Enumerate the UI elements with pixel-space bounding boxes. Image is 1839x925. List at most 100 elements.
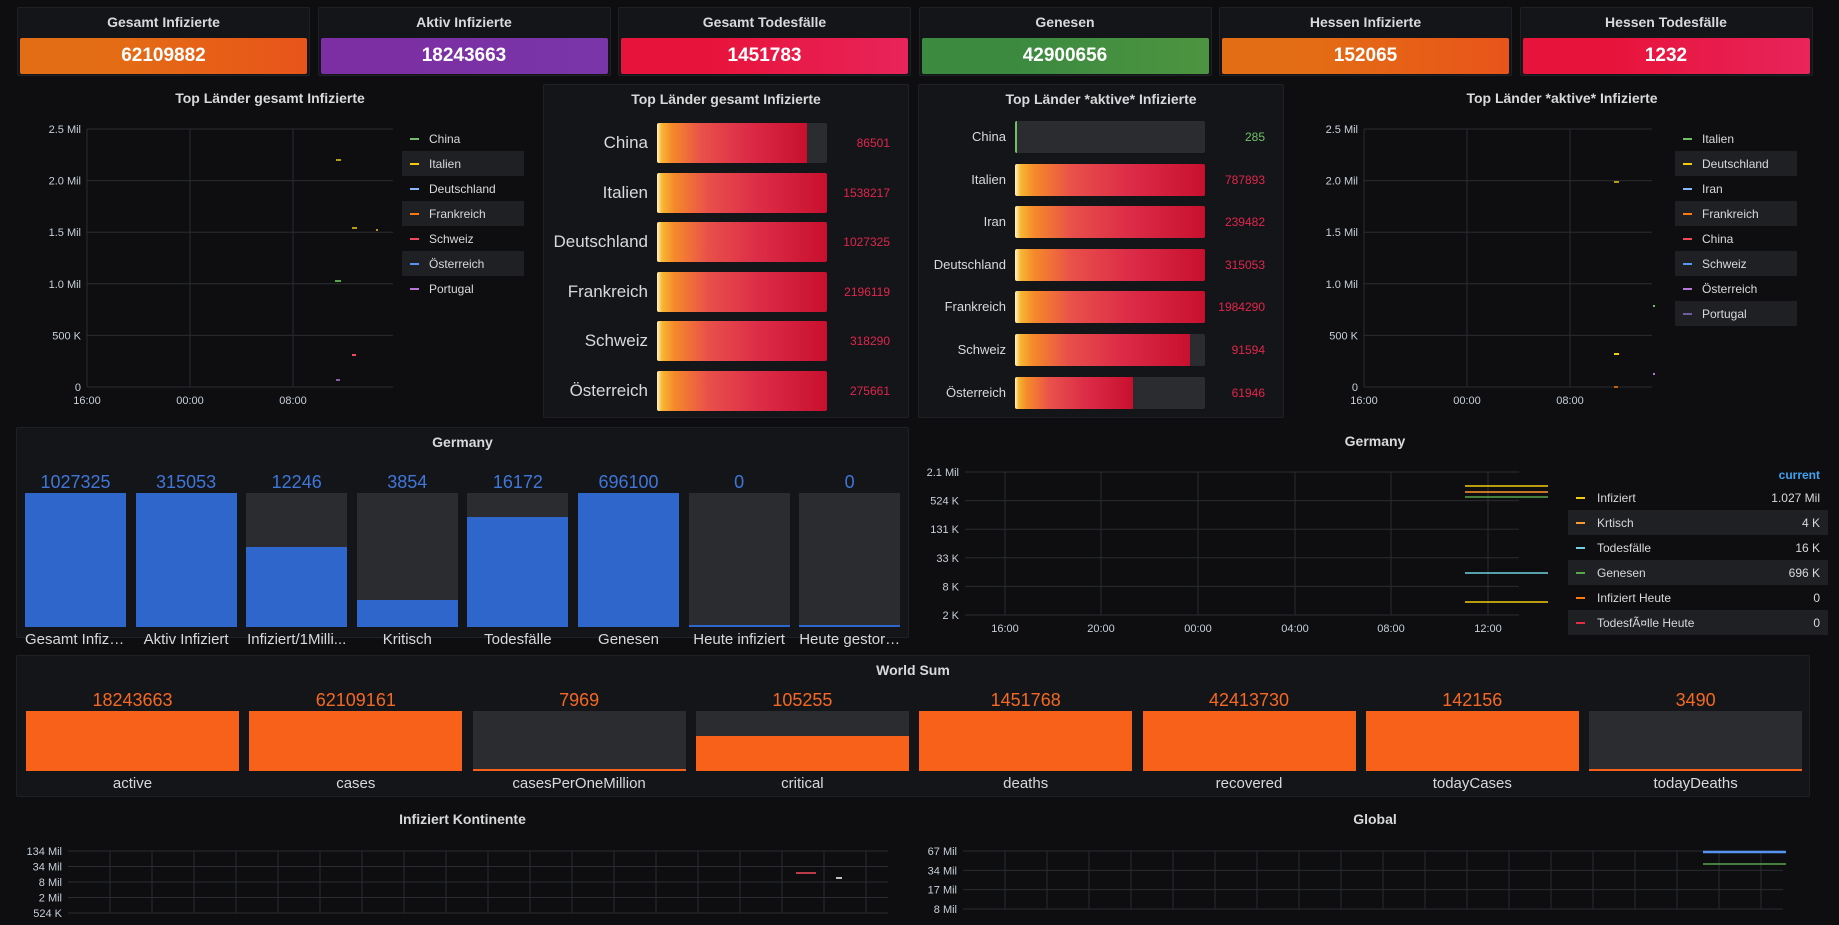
column-fill <box>919 711 1133 771</box>
bar-track[interactable] <box>1015 334 1205 366</box>
legend-item[interactable]: TodesfÃ¤lle Heute 0 <box>1568 610 1828 635</box>
bar-track[interactable] <box>657 271 827 312</box>
bar-fill <box>1015 291 1205 324</box>
bar-value: 315053 <box>1224 257 1265 272</box>
column-label: Genesen <box>598 631 659 648</box>
bar-track[interactable] <box>1015 291 1205 324</box>
panel-title[interactable]: Germany <box>432 434 493 450</box>
legend-item[interactable]: Todesfälle 16 K <box>1568 535 1828 560</box>
bar-track[interactable] <box>1015 121 1205 153</box>
y-tick-label: 0 <box>75 382 81 394</box>
legend-label: Schweiz <box>429 231 474 246</box>
panel-title[interactable]: Top Länder gesamt Infizierte <box>175 90 365 106</box>
legend-header-current[interactable]: current <box>1778 468 1820 482</box>
global-graph-plot[interactable]: 67 Mil 34 Mil 17 Mil 8 Mil <box>918 805 1832 925</box>
column-label: casesPerOneMillion <box>512 775 646 792</box>
legend-item[interactable]: Portugal <box>1675 301 1797 326</box>
panel-title[interactable]: Global <box>1353 811 1397 827</box>
legend-swatch <box>410 187 419 190</box>
legend-item[interactable]: Italien <box>1675 126 1797 151</box>
bar-track[interactable] <box>657 172 827 213</box>
legend-item[interactable]: China <box>1675 226 1797 251</box>
y-tick-label: 1.0 Mil <box>49 279 81 291</box>
global-graph-panel: Global 67 Mil 34 Mil 17 Mil 8 Mil <box>918 805 1832 925</box>
y-tick-label: 1.0 Mil <box>1326 279 1358 291</box>
continents-graph-plot[interactable]: 134 Mil 34 Mil 8 Mil 2 Mil 524 K <box>16 805 909 925</box>
bar-track[interactable] <box>1015 376 1205 409</box>
bar-fill <box>1015 206 1205 239</box>
panel-title[interactable]: Infiziert Kontinente <box>399 811 526 827</box>
column-value: 142156 <box>1442 690 1503 710</box>
y-tick-label: 131 K <box>930 524 959 536</box>
column-label: deaths <box>1003 775 1049 792</box>
legend-item[interactable]: Infiziert 1.027 Mil <box>1568 485 1828 510</box>
germany-graph-plot[interactable]: 2.1 Mil 524 K 131 K 33 K 8 K 2 K 16:00 20:00 00:… <box>918 427 1558 638</box>
stat-card[interactable]: Aktiv Infizierte 18243663 <box>317 7 611 76</box>
y-tick-label: 8 K <box>942 581 959 593</box>
y-tick-label: 17 Mil <box>928 885 957 897</box>
stat-card[interactable]: Hessen Infizierte 152065 <box>1219 7 1512 76</box>
stat-value: 1451783 <box>621 38 908 74</box>
legend-item[interactable]: Frankreich <box>402 201 524 226</box>
panel-title[interactable]: Top Länder *aktive* Infizierte <box>1466 90 1658 106</box>
bar-label: Schweiz <box>584 331 648 351</box>
column-track <box>688 493 790 627</box>
legend-item[interactable]: Deutschland <box>402 176 524 201</box>
legend-item[interactable]: Italien <box>402 151 524 176</box>
column-label: todayCases <box>1432 775 1512 792</box>
bar-label: Deutschland <box>553 232 648 252</box>
stat-card[interactable]: Gesamt Todesfälle 1451783 <box>618 7 911 76</box>
legend-item[interactable]: Infiziert Heute 0 <box>1568 585 1828 610</box>
stat-value: 18243663 <box>320 38 608 74</box>
y-tick-label: 524 K <box>33 908 62 920</box>
legend-item[interactable]: Portugal <box>402 276 524 301</box>
legend-item[interactable]: China <box>402 126 524 151</box>
legend-swatch <box>1576 546 1585 549</box>
legend-item[interactable]: Schweiz <box>402 226 524 251</box>
column-track <box>578 493 679 627</box>
column-value: 315053 <box>156 472 217 492</box>
y-tick-label: 2.1 Mil <box>927 467 959 479</box>
panel-title[interactable]: Germany <box>1344 433 1406 449</box>
column-value: 0 <box>844 472 855 492</box>
legend-label: Genesen <box>1597 565 1646 580</box>
bar-track[interactable] <box>1015 163 1205 196</box>
bar-fill <box>657 123 807 163</box>
column-label: Aktiv Infiziert <box>143 631 229 648</box>
legend-item[interactable]: Frankreich <box>1675 201 1797 226</box>
column-track <box>249 711 463 771</box>
bar-track[interactable] <box>1015 206 1205 239</box>
stat-card[interactable]: Genesen 42900656 <box>918 7 1212 76</box>
bar-fill <box>657 172 827 213</box>
column-label: Infiziert/1Milli... <box>247 631 347 648</box>
panel-title[interactable]: World Sum <box>876 662 950 678</box>
x-tick-label: 08:00 <box>279 395 307 407</box>
bar-track[interactable] <box>657 123 827 163</box>
bar-track[interactable] <box>657 222 827 263</box>
bar-track[interactable] <box>657 321 827 362</box>
legend-swatch <box>1683 312 1692 315</box>
top-active-graph-plot[interactable]: 2.5 Mil 2.0 Mil 1.5 Mil 1.0 Mil 500 K 016:00 0… <box>1292 84 1664 416</box>
legend-label: Infiziert Heute <box>1597 590 1672 605</box>
panel-title[interactable]: Top Länder gesamt Infizierte <box>631 91 821 107</box>
stat-card[interactable]: Hessen Todesfälle 1232 <box>1519 7 1813 76</box>
bar-track[interactable] <box>1015 248 1205 281</box>
legend-item[interactable]: Iran <box>1675 176 1797 201</box>
stat-card[interactable]: Gesamt Infizierte 62109882 <box>17 7 310 76</box>
legend-label: Frankreich <box>1702 206 1759 221</box>
legend-item[interactable]: Österreich <box>402 251 524 276</box>
legend-item[interactable]: Deutschland <box>1675 151 1797 176</box>
column-value: 16172 <box>492 472 543 492</box>
bar-value: 61946 <box>1231 385 1265 400</box>
legend-item[interactable]: Schweiz <box>1675 251 1797 276</box>
panel-title[interactable]: Top Länder *aktive* Infizierte <box>1005 91 1197 107</box>
continents-graph-panel: Infiziert Kontinente 134 Mil 34 Mil 8 Mil 2… <box>16 805 909 925</box>
column-fill <box>688 625 790 627</box>
bar-track[interactable] <box>657 371 827 411</box>
top-total-graph-plot[interactable]: 2.5 Mil 2.0 Mil 1.5 Mil 1.0 Mil 500 K 016:00 0… <box>16 84 396 416</box>
legend-item[interactable]: Krtisch 4 K <box>1568 510 1828 535</box>
legend-label: Österreich <box>1702 281 1758 296</box>
legend-item[interactable]: Österreich <box>1675 276 1797 301</box>
column-value: 62109161 <box>315 690 396 710</box>
legend-item[interactable]: Genesen 696 K <box>1568 560 1828 585</box>
